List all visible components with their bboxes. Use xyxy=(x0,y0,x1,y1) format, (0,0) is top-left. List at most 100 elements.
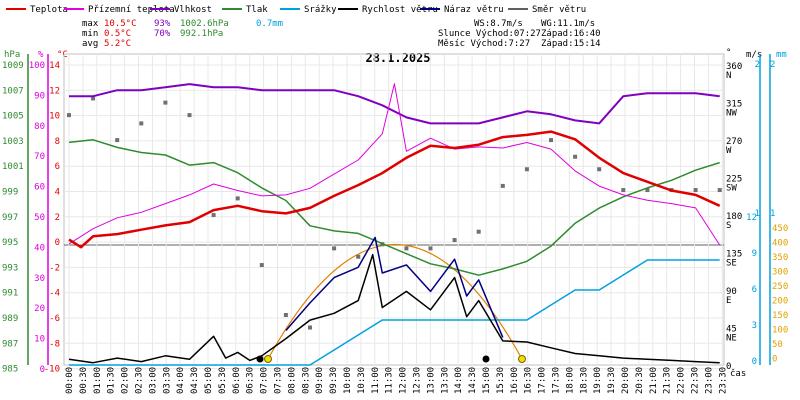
stats-avg-temp: 5.2°C xyxy=(104,39,131,49)
y-tick-deg: 315 xyxy=(726,100,742,110)
y-tick-degc: 10 xyxy=(49,112,60,122)
y-tick-hpa: 989 xyxy=(2,314,18,324)
wind-direction-point xyxy=(573,154,578,159)
stats-max-temp: 10.5°C xyxy=(104,19,137,29)
y-tick-hpa: 1003 xyxy=(2,137,24,147)
x-tick-label: 21:30 xyxy=(663,367,673,394)
x-tick-label: 08:00 xyxy=(287,367,297,394)
x-tick-label: 08:30 xyxy=(301,367,311,394)
marks xyxy=(67,83,722,366)
x-tick-label: 02:00 xyxy=(121,367,131,394)
x-tick-label: 19:30 xyxy=(607,367,617,394)
x-tick-label: 10:30 xyxy=(357,367,367,394)
legend-label-smer: Směr větru xyxy=(532,5,586,15)
y-tick-dir: NW xyxy=(726,109,737,119)
legend-label-rychlost: Rychlost větru xyxy=(362,5,438,15)
x-tick-label: 11:30 xyxy=(385,367,395,394)
wind-direction-point xyxy=(356,254,361,259)
y-tick-hpa: 999 xyxy=(2,188,18,198)
x-tick-label: 12:00 xyxy=(399,367,409,394)
stats-min-label: min xyxy=(82,29,98,39)
y-tick-degc: -8 xyxy=(49,339,60,349)
wind-direction-point xyxy=(259,263,264,268)
x-tick-label: 00:00 xyxy=(65,367,75,394)
info-wg: WG:11.1m/s xyxy=(541,19,595,29)
x-tick-label: 14:30 xyxy=(468,367,478,394)
stats-max-press: 1002.6hPa xyxy=(180,19,229,29)
legend: Teplota Přízemní teplota Vlhkost Tlak Srážky… xyxy=(6,5,586,15)
wind-direction-point xyxy=(693,188,698,193)
info-moon-set: Západ:15:14 xyxy=(541,39,601,49)
wind-direction-point xyxy=(549,138,553,143)
y-tick-ms: 12 xyxy=(746,213,757,223)
y-tick-pct: 100 xyxy=(29,61,45,71)
unit-ms: m/s xyxy=(746,50,762,60)
wind-direction-point xyxy=(91,96,96,101)
x-tick-label: 06:00 xyxy=(232,367,242,394)
series-ground-temp xyxy=(68,83,721,246)
y-tick-degc: 12 xyxy=(49,86,60,96)
sun-path xyxy=(267,244,523,360)
wind-direction-point xyxy=(500,183,505,188)
y-tick-hpa: 993 xyxy=(2,263,18,273)
y-tick-ms-top: 2 xyxy=(755,60,760,70)
wind-direction-point xyxy=(404,246,409,251)
y-tick-mm: 450 xyxy=(772,224,788,234)
wind-direction-point xyxy=(645,188,650,193)
y-tick-pct: 30 xyxy=(34,274,45,284)
stats-max-rain: 0.7mm xyxy=(256,19,283,29)
legend-label-pocitova: Přízemní teplota xyxy=(88,5,175,15)
series-pressure xyxy=(68,139,720,276)
unit-degc: °C xyxy=(57,50,68,60)
y-tick-degc: 8 xyxy=(55,137,60,147)
unit-mm: mm xyxy=(776,50,787,60)
axes: 00:00 00:30 01:00 01:30 02:00 02:30 03:00 03:30… xyxy=(2,54,788,394)
wind-direction-point xyxy=(621,188,626,193)
y-tick-deg: 225 xyxy=(726,175,742,185)
x-tick-label: 16:30 xyxy=(524,367,534,394)
moonrise-marker xyxy=(256,355,264,363)
y-tick-degc: 4 xyxy=(55,188,60,198)
x-tick-label: 02:30 xyxy=(135,367,145,394)
y-tick-deg: 270 xyxy=(726,137,742,147)
x-tick-label: 10:00 xyxy=(343,367,353,394)
y-tick-pct: 20 xyxy=(34,304,45,314)
y-tick-deg: 360 xyxy=(726,62,742,72)
y-tick-mm: 0 xyxy=(772,355,777,365)
y-tick-degc: 2 xyxy=(55,213,60,223)
y-tick-mm: 50 xyxy=(772,340,783,350)
wind-direction-point xyxy=(476,229,481,234)
legend-label-tlak: Tlak xyxy=(246,5,268,15)
y-tick-hpa: 997 xyxy=(2,213,18,223)
y-tick-hpa: 1005 xyxy=(2,112,24,122)
y-tick-hpa: 1007 xyxy=(2,86,24,96)
x-tick-label: 15:00 xyxy=(482,367,492,394)
y-tick-pct: 80 xyxy=(34,122,45,132)
unit-pct: % xyxy=(38,50,44,60)
sun-moon-markers xyxy=(256,355,526,363)
y-tick-pct: 10 xyxy=(34,335,45,345)
y-tick-deg: 0 xyxy=(726,362,731,372)
x-tick-label: 14:00 xyxy=(454,367,464,394)
info-sun-set: Západ:16:40 xyxy=(541,29,601,39)
y-tick-degc: -10 xyxy=(44,365,60,375)
x-tick-label: 20:00 xyxy=(621,367,631,394)
x-tick-label: 11:00 xyxy=(371,367,381,394)
y-tick-ms: 6 xyxy=(752,285,757,295)
wind-direction-point xyxy=(524,167,529,172)
x-tick-label: 15:30 xyxy=(496,367,506,394)
y-tick-dir: S xyxy=(726,221,731,231)
y-tick-dir: N xyxy=(726,71,731,81)
x-tick-label: 05:00 xyxy=(204,367,214,394)
wind-direction-point xyxy=(308,325,312,330)
y-tick-ms: 0 xyxy=(752,357,757,367)
y-tick-hpa: 987 xyxy=(2,339,18,349)
x-tick-label: 16:00 xyxy=(510,367,520,394)
wind-direction-point xyxy=(67,113,71,118)
x-tick-label: 12:30 xyxy=(413,367,423,394)
x-tick-label: 20:30 xyxy=(635,367,645,394)
y-tick-pct: 70 xyxy=(34,152,45,162)
wind-direction-point xyxy=(235,196,240,201)
legend-label-srazky: Srážky xyxy=(304,5,337,15)
